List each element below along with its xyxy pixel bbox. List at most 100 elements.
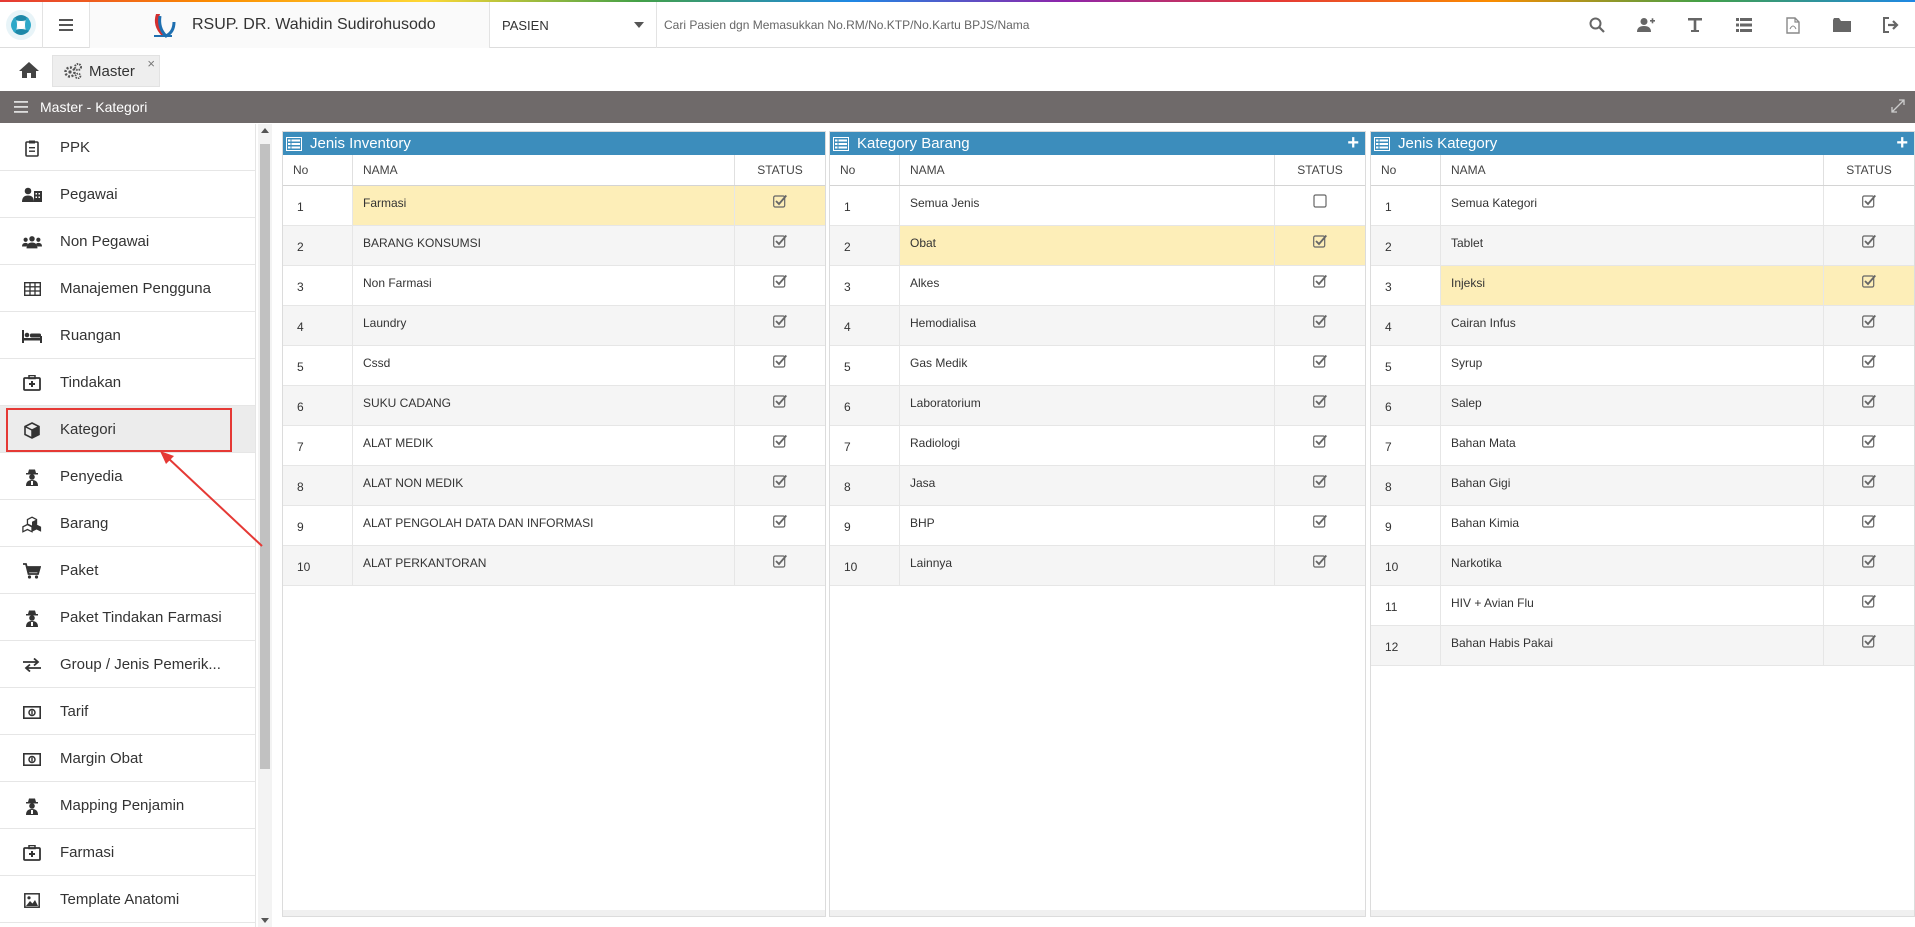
status-checkbox[interactable]	[1275, 426, 1365, 465]
column-header-no[interactable]: No	[283, 155, 353, 185]
column-header-nama[interactable]: NAMA	[353, 155, 735, 185]
table-row[interactable]: 5 Syrup	[1371, 346, 1914, 386]
status-checkbox[interactable]	[1824, 186, 1914, 225]
table-row[interactable]: 8 ALAT NON MEDIK	[283, 466, 825, 506]
sidebar-item-pegawai[interactable]: Pegawai	[0, 171, 255, 218]
status-checkbox[interactable]	[1824, 346, 1914, 385]
table-row[interactable]: 5 Cssd	[283, 346, 825, 386]
table-row[interactable]: 3 Non Farmasi	[283, 266, 825, 306]
status-checkbox[interactable]	[1275, 466, 1365, 505]
sidebar-item-mapping-penjamin[interactable]: Mapping Penjamin	[0, 782, 255, 829]
table-row[interactable]: 2 Obat	[830, 226, 1365, 266]
status-checkbox[interactable]	[1275, 506, 1365, 545]
status-checkbox[interactable]	[1275, 346, 1365, 385]
status-checkbox[interactable]	[1824, 386, 1914, 425]
table-row[interactable]: 9 BHP	[830, 506, 1365, 546]
column-header-status[interactable]: STATUS	[1846, 163, 1892, 177]
sidebar-item-non-pegawai[interactable]: Non Pegawai	[0, 218, 255, 265]
status-checkbox[interactable]	[735, 506, 825, 545]
column-header-nama[interactable]: NAMA	[1441, 155, 1824, 185]
table-row[interactable]: 5 Gas Medik	[830, 346, 1365, 386]
table-row[interactable]: 10 Narkotika	[1371, 546, 1914, 586]
pdf-icon[interactable]	[1768, 2, 1817, 48]
patient-search-input[interactable]	[664, 12, 1364, 38]
status-checkbox[interactable]	[735, 226, 825, 265]
status-checkbox[interactable]	[1824, 506, 1914, 545]
table-row[interactable]: 4 Hemodialisa	[830, 306, 1365, 346]
status-checkbox[interactable]	[735, 266, 825, 305]
status-checkbox[interactable]	[1275, 306, 1365, 345]
list-icon[interactable]	[1719, 2, 1768, 48]
column-header-no[interactable]: No	[1371, 155, 1441, 185]
status-checkbox[interactable]	[1824, 266, 1914, 305]
status-checkbox[interactable]	[1824, 466, 1914, 505]
add-icon[interactable]: +	[1347, 132, 1359, 154]
status-checkbox[interactable]	[1275, 226, 1365, 265]
table-row[interactable]: 4 Laundry	[283, 306, 825, 346]
status-checkbox[interactable]	[1275, 546, 1365, 585]
home-button[interactable]	[8, 55, 50, 85]
status-checkbox[interactable]	[1824, 306, 1914, 345]
table-row[interactable]: 2 Tablet	[1371, 226, 1914, 266]
column-header-nama[interactable]: NAMA	[900, 155, 1275, 185]
table-row[interactable]: 7 Radiologi	[830, 426, 1365, 466]
sidebar-item-manajemen-pengguna[interactable]: Manajemen Pengguna	[0, 265, 255, 312]
sidebar-item-paket-tindakan-farmasi[interactable]: Paket Tindakan Farmasi	[0, 594, 255, 641]
column-header-status[interactable]: STATUS	[1297, 163, 1343, 177]
status-checkbox[interactable]	[1824, 226, 1914, 265]
table-row[interactable]: 3 Injeksi	[1371, 266, 1914, 306]
status-checkbox[interactable]	[1275, 386, 1365, 425]
table-row[interactable]: 3 Alkes	[830, 266, 1365, 306]
sidebar-item-paket[interactable]: Paket	[0, 547, 255, 594]
hamburger-menu-button[interactable]	[42, 2, 90, 48]
expand-icon[interactable]	[1891, 99, 1905, 113]
sidebar-item-template-anatomi[interactable]: Template Anatomi	[0, 876, 255, 923]
sidebar-item-group-jenis-pemerik[interactable]: Group / Jenis Pemerik...	[0, 641, 255, 688]
sidebar-item-kategori[interactable]: Kategori	[0, 406, 255, 453]
table-row[interactable]: 6 SUKU CADANG	[283, 386, 825, 426]
table-row[interactable]: 7 Bahan Mata	[1371, 426, 1914, 466]
table-row[interactable]: 6 Laboratorium	[830, 386, 1365, 426]
table-row[interactable]: 9 Bahan Kimia	[1371, 506, 1914, 546]
table-row[interactable]: 1 Semua Jenis	[830, 186, 1365, 226]
sidebar-item-farmasi[interactable]: Farmasi	[0, 829, 255, 876]
folder-icon[interactable]	[1817, 2, 1866, 48]
column-header-no[interactable]: No	[830, 155, 900, 185]
sidebar-item-ppk[interactable]: PPK	[0, 124, 255, 171]
status-checkbox[interactable]	[735, 546, 825, 585]
text-icon[interactable]	[1670, 2, 1719, 48]
table-row[interactable]: 2 BARANG KONSUMSI	[283, 226, 825, 266]
logout-icon[interactable]	[1866, 2, 1915, 48]
horizontal-scrollbar[interactable]	[1371, 910, 1914, 916]
table-row[interactable]: 8 Bahan Gigi	[1371, 466, 1914, 506]
column-header-status[interactable]: STATUS	[757, 163, 803, 177]
close-icon[interactable]: ×	[147, 56, 155, 71]
scroll-up-icon[interactable]	[261, 128, 269, 133]
horizontal-scrollbar[interactable]	[283, 910, 825, 916]
table-row[interactable]: 6 Salep	[1371, 386, 1914, 426]
horizontal-scrollbar[interactable]	[830, 910, 1365, 916]
status-checkbox[interactable]	[1824, 426, 1914, 465]
search-icon[interactable]	[1572, 2, 1621, 48]
sidebar-scrollbar[interactable]	[258, 124, 272, 927]
scrollbar-thumb[interactable]	[260, 144, 270, 769]
status-checkbox[interactable]	[735, 426, 825, 465]
status-checkbox[interactable]	[1824, 586, 1914, 625]
sidebar-item-tarif[interactable]: Tarif	[0, 688, 255, 735]
status-checkbox[interactable]	[735, 186, 825, 225]
table-row[interactable]: 10 ALAT PERKANTORAN	[283, 546, 825, 586]
table-row[interactable]: 11 HIV + Avian Flu	[1371, 586, 1914, 626]
status-checkbox[interactable]	[1824, 626, 1914, 665]
sidebar-item-ruangan[interactable]: Ruangan	[0, 312, 255, 359]
patient-type-select[interactable]: PASIEN	[492, 2, 657, 48]
sidebar-item-barang[interactable]: Barang	[0, 500, 255, 547]
table-row[interactable]: 10 Lainnya	[830, 546, 1365, 586]
status-checkbox[interactable]	[735, 306, 825, 345]
table-row[interactable]: 1 Farmasi	[283, 186, 825, 226]
add-icon[interactable]: +	[1896, 132, 1908, 154]
sidebar-item-penyedia[interactable]: Penyedia	[0, 453, 255, 500]
status-checkbox[interactable]	[735, 346, 825, 385]
status-checkbox[interactable]	[735, 386, 825, 425]
status-checkbox[interactable]	[1275, 186, 1365, 225]
status-checkbox[interactable]	[1824, 546, 1914, 585]
